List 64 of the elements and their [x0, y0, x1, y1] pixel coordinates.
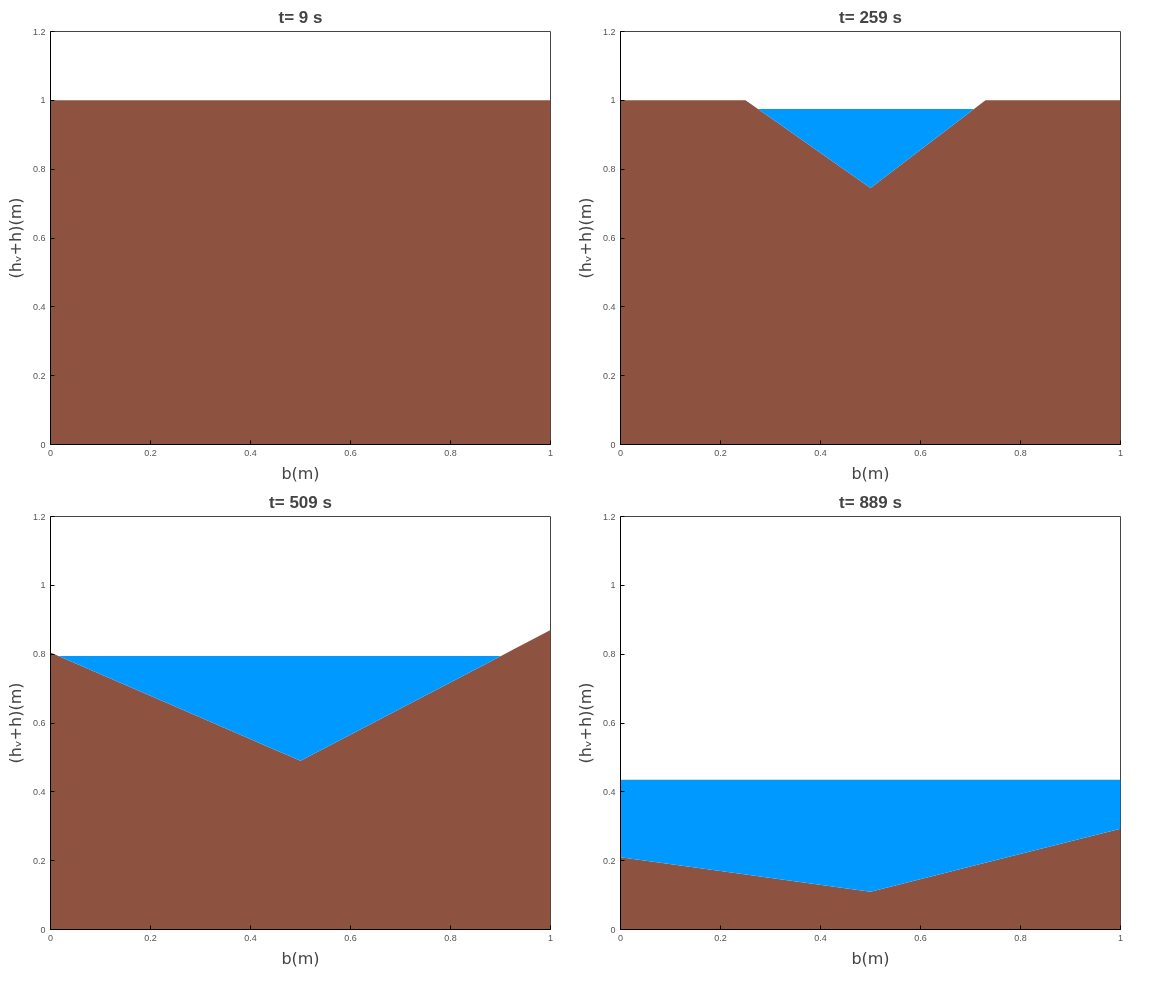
x-tick-label: 0.6	[344, 447, 357, 458]
x-tick-label: 0	[618, 932, 624, 943]
x-tick-label: 0	[618, 447, 624, 458]
y-tick-label: 1	[610, 95, 616, 106]
y-tick-label: 1.2	[602, 511, 616, 522]
x-tick-label: 0.6	[914, 932, 927, 943]
x-tick-label: 0.8	[444, 447, 457, 458]
y-tick-label: 0.8	[602, 649, 616, 660]
x-tick-label: 0.8	[1014, 932, 1027, 943]
y-tick-label: 0.8	[32, 649, 46, 660]
y-axis-title: (hᵥ+h)(m)	[575, 197, 595, 279]
y-tick-label: 0	[40, 439, 46, 450]
x-tick-label: 0.2	[144, 932, 157, 943]
x-tick-label: 0.4	[814, 932, 827, 943]
y-tick-label: 0.4	[32, 786, 46, 797]
x-tick-label: 1	[1118, 447, 1124, 458]
y-tick-label: 1.2	[32, 511, 46, 522]
y-tick-label: 0.8	[602, 164, 616, 175]
x-tick-label: 0.4	[244, 932, 257, 943]
y-axis-title: (hᵥ+h)(m)	[5, 197, 25, 279]
chart-title: t= 509 s	[269, 492, 332, 512]
y-tick-label: 0.4	[32, 301, 46, 312]
y-tick-label: 1	[610, 580, 616, 591]
chart-title: t= 9 s	[278, 7, 323, 27]
y-tick-label: 0.2	[602, 855, 616, 866]
y-tick-label: 0	[40, 924, 46, 935]
y-tick-label: 0.2	[32, 370, 46, 381]
x-tick-label: 0.6	[344, 932, 357, 943]
x-tick-label: 0.2	[714, 932, 727, 943]
y-tick-label: 0.6	[602, 233, 616, 243]
y-tick-label: 1.2	[602, 26, 616, 37]
x-tick-label: 0.2	[144, 447, 157, 458]
chart-title: t= 259 s	[839, 7, 902, 27]
y-tick-label: 1.2	[32, 26, 46, 37]
x-axis-title: b(m)	[851, 463, 890, 483]
y-axis-title: (hᵥ+h)(m)	[5, 682, 25, 764]
y-tick-label: 0.6	[32, 718, 46, 728]
y-tick-label: 0.6	[32, 233, 46, 243]
y-tick-label: 0	[610, 439, 616, 450]
x-tick-label: 0.4	[244, 447, 257, 458]
y-tick-label: 0.6	[602, 718, 616, 728]
x-axis-title: b(m)	[281, 948, 320, 968]
y-axis-title: (hᵥ+h)(m)	[575, 682, 595, 764]
y-tick-label: 0.2	[602, 370, 616, 381]
x-tick-label: 0	[48, 447, 54, 458]
x-axis-title: b(m)	[281, 463, 320, 483]
x-tick-label: 0.8	[1014, 447, 1027, 458]
x-tick-label: 0	[48, 932, 54, 943]
x-tick-label: 1	[1118, 932, 1124, 943]
x-tick-label: 1	[548, 932, 554, 943]
x-tick-label: 0.4	[814, 447, 827, 458]
y-tick-label: 0.4	[602, 786, 616, 797]
x-tick-label: 0.6	[914, 447, 927, 458]
x-tick-label: 1	[548, 447, 554, 458]
y-tick-label: 1	[40, 580, 46, 591]
x-axis-title: b(m)	[851, 948, 890, 968]
x-tick-label: 0.2	[714, 447, 727, 458]
x-tick-label: 0.8	[444, 932, 457, 943]
y-tick-label: 0.2	[32, 855, 46, 866]
y-tick-label: 0	[610, 924, 616, 935]
y-tick-label: 0.4	[602, 301, 616, 312]
y-tick-label: 0.8	[32, 164, 46, 175]
y-tick-label: 1	[40, 95, 46, 106]
chart-title: t= 889 s	[839, 492, 902, 512]
